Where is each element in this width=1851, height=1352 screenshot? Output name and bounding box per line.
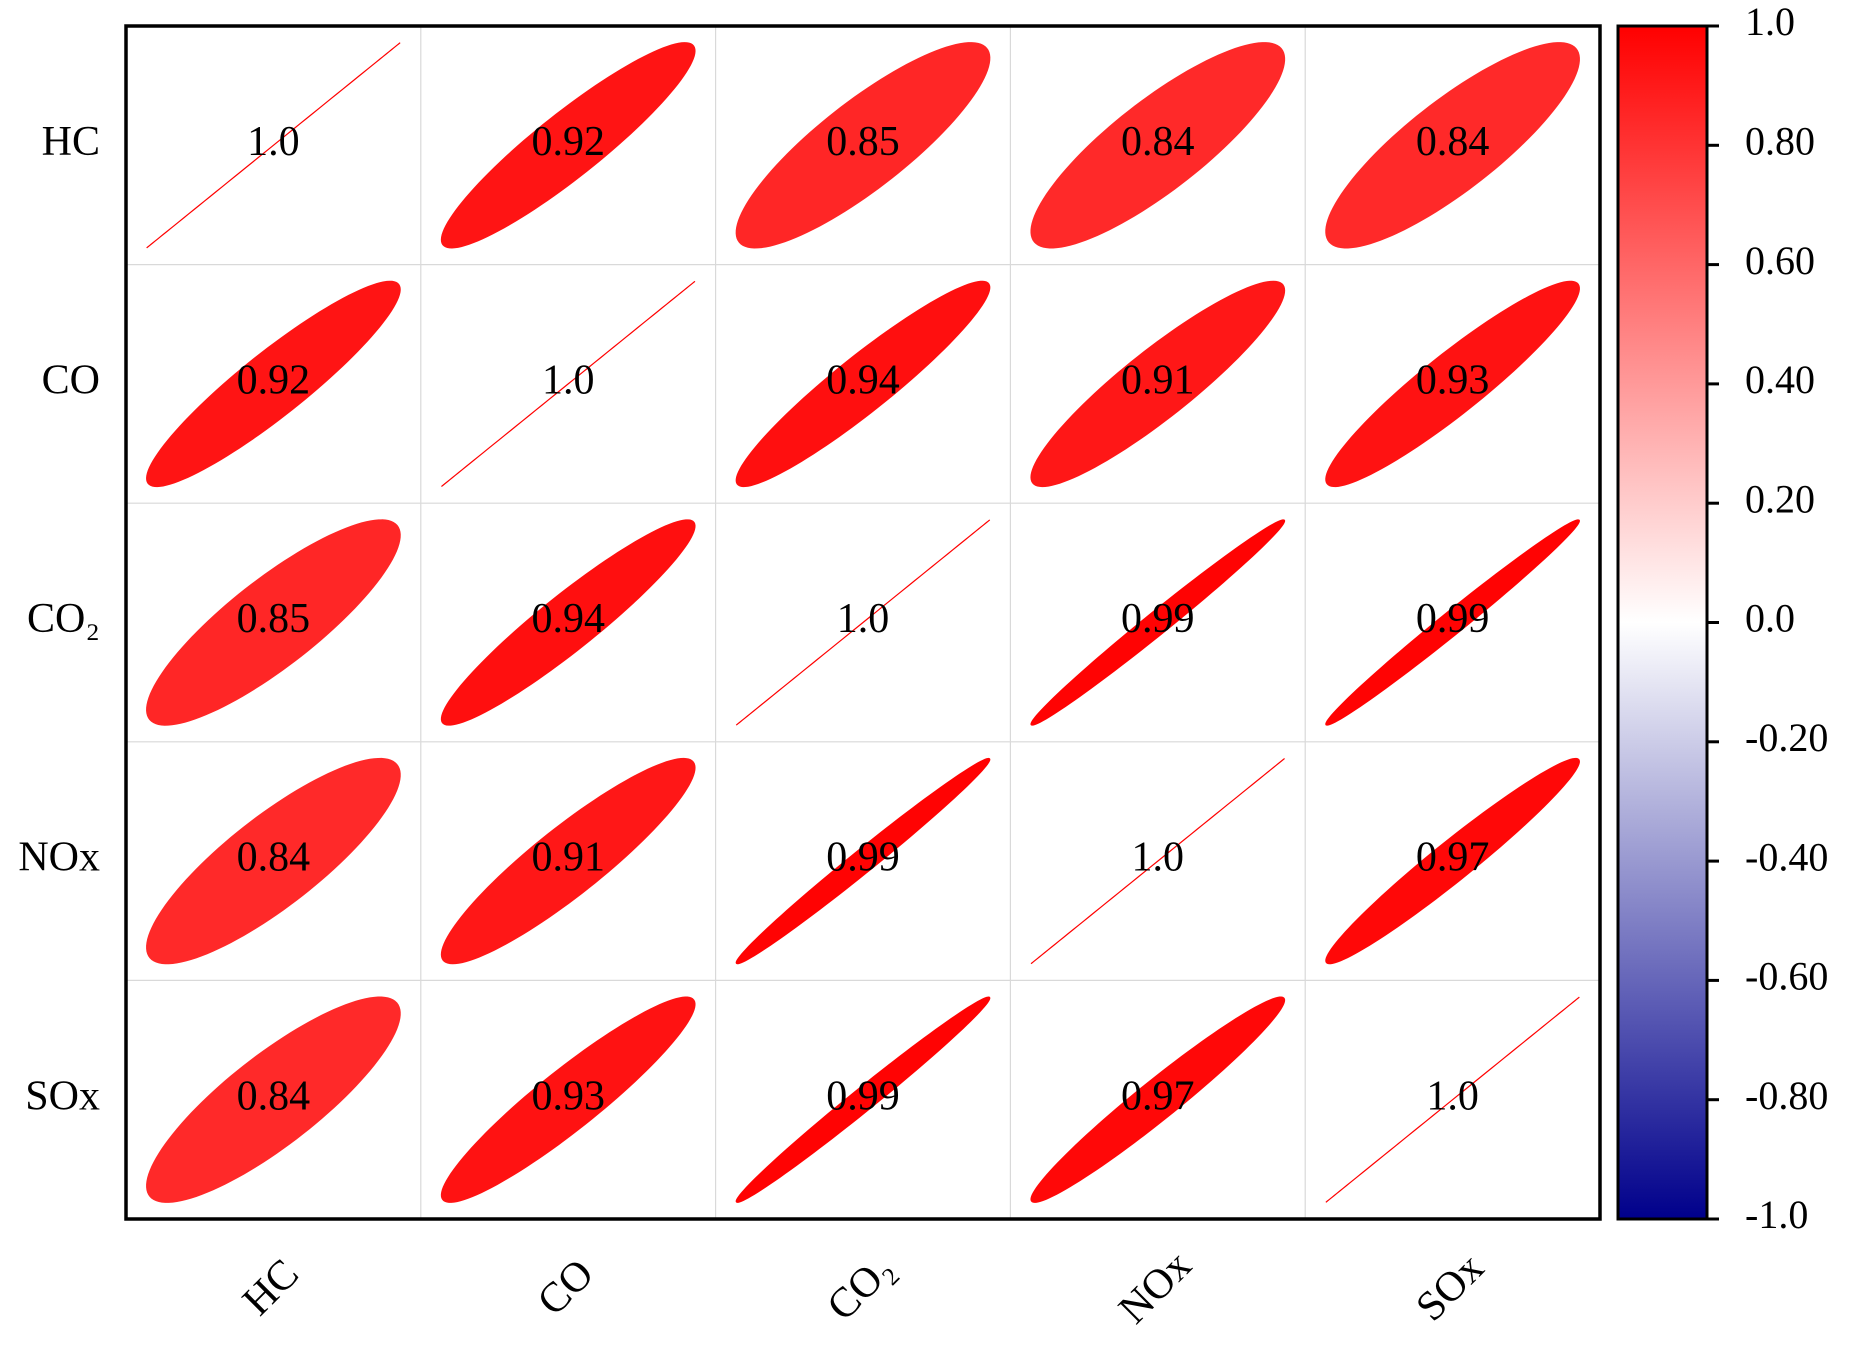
- colorbar-tick-label: 0.80: [1745, 118, 1815, 163]
- value-label: 1.0: [837, 596, 890, 642]
- colorbar-tick-label: -0.80: [1745, 1073, 1828, 1118]
- ellipse: [441, 280, 696, 487]
- row-label: CO: [42, 358, 100, 404]
- ellipse: [146, 42, 401, 249]
- colorbar-tick-label: -0.40: [1745, 834, 1828, 879]
- colorbar-tick-label: 0.20: [1745, 476, 1815, 521]
- colorbar-tick-label: -0.20: [1745, 715, 1828, 760]
- column-label: SOx: [1408, 1245, 1493, 1330]
- value-label: 0.94: [531, 596, 605, 642]
- column-label: NOx: [1110, 1242, 1200, 1332]
- ellipse: [1030, 758, 1285, 965]
- value-label: 0.93: [1416, 358, 1490, 404]
- ellipse: [1030, 280, 1286, 488]
- row-label: CO₂: [27, 596, 100, 642]
- value-label: 0.97: [1121, 1073, 1195, 1119]
- value-label: 0.91: [531, 835, 605, 881]
- value-label: 0.92: [237, 358, 311, 404]
- value-label: 0.84: [237, 835, 311, 881]
- ellipse: [146, 519, 401, 726]
- ellipse: [1030, 996, 1286, 1203]
- value-label: 0.84: [1416, 119, 1490, 165]
- ellipse: [1325, 42, 1580, 249]
- ellipse: [735, 519, 991, 726]
- value-label: 0.93: [531, 1073, 605, 1119]
- row-label: NOx: [18, 835, 100, 881]
- value-label: 1.0: [247, 119, 300, 165]
- colorbar-tick-label: 1.0: [1745, 0, 1795, 44]
- plot-border: [124, 24, 1602, 1221]
- ellipse: [1325, 519, 1580, 726]
- colorbar-tick-label: 0.0: [1745, 596, 1795, 641]
- ellipse: [440, 757, 696, 965]
- value-label: 1.0: [1426, 1073, 1479, 1119]
- ellipse: [735, 42, 991, 249]
- ellipse: [1325, 757, 1580, 965]
- value-label: 0.92: [531, 119, 605, 165]
- row-label: HC: [42, 119, 100, 165]
- ellipse: [440, 42, 696, 249]
- value-label: 0.99: [826, 1073, 900, 1119]
- value-label: 0.91: [1121, 358, 1195, 404]
- column-label: HC: [234, 1251, 308, 1325]
- colorbar: [1616, 24, 1709, 1221]
- ellipse: [735, 996, 991, 1203]
- colorbar-tick-label: 0.40: [1745, 357, 1815, 402]
- value-label: 0.85: [826, 119, 900, 165]
- ellipse: [440, 996, 696, 1203]
- ellipse: [146, 280, 401, 488]
- value-label: 0.99: [826, 835, 900, 881]
- value-label: 0.94: [826, 358, 900, 404]
- ellipse: [1325, 996, 1580, 1203]
- value-label: 0.99: [1416, 596, 1490, 642]
- value-label: 0.84: [1121, 119, 1195, 165]
- value-label: 1.0: [542, 358, 595, 404]
- ellipse: [146, 757, 401, 965]
- colorbar-tick-label: -1.0: [1745, 1192, 1808, 1237]
- value-label: 0.85: [237, 596, 311, 642]
- ellipse: [146, 996, 401, 1203]
- ellipse: [735, 280, 991, 488]
- ellipse: [735, 757, 991, 965]
- value-label: 0.84: [237, 1073, 311, 1119]
- column-label: CO₂: [819, 1246, 903, 1330]
- colorbar-tick-label: 0.60: [1745, 238, 1815, 283]
- value-label: 1.0: [1132, 835, 1185, 881]
- row-label: SOx: [25, 1073, 100, 1119]
- ellipse: [1030, 519, 1286, 726]
- column-label: CO: [529, 1251, 603, 1325]
- value-label: 0.99: [1121, 596, 1195, 642]
- ellipse: [1325, 280, 1580, 488]
- colorbar-tick-label: -0.60: [1745, 954, 1828, 999]
- value-label: 0.97: [1416, 835, 1490, 881]
- ellipse: [1030, 42, 1286, 249]
- ellipse: [440, 519, 696, 726]
